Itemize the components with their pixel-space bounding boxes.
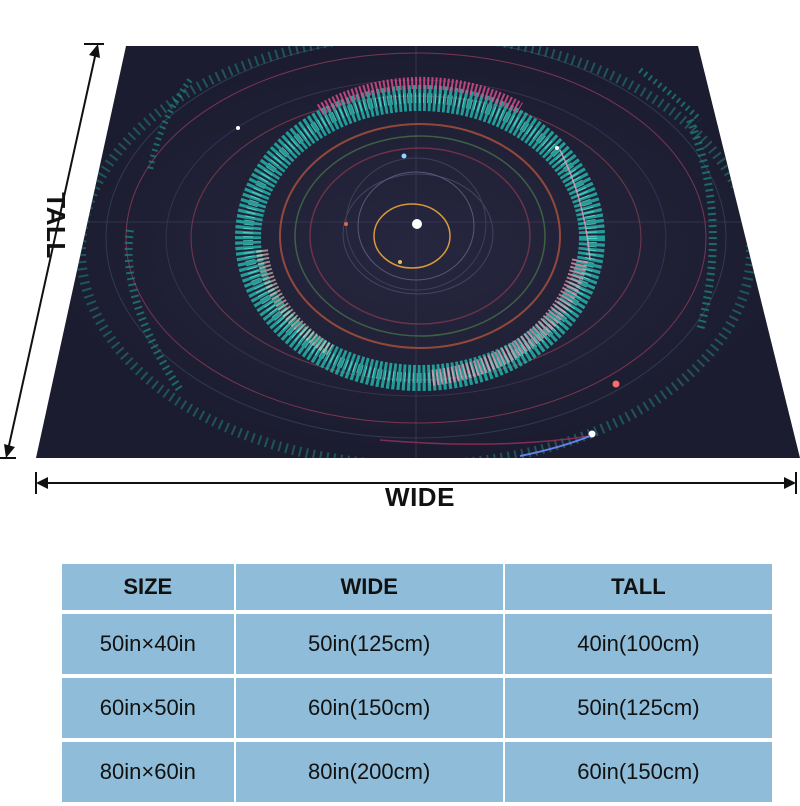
cell-tall: 40in(100cm) xyxy=(504,614,772,674)
wide-dimension-arrow xyxy=(35,472,797,494)
tall-label: TALL xyxy=(40,192,71,259)
cell-tall: 60in(150cm) xyxy=(504,742,772,802)
cell-wide: 50in(125cm) xyxy=(235,614,503,674)
sun-dot xyxy=(412,219,422,229)
table-row: 80in×60in 80in(200cm) 60in(150cm) xyxy=(62,742,772,802)
header-tall: TALL xyxy=(504,564,772,610)
table-row: 60in×50in 60in(150cm) 50in(125cm) xyxy=(62,678,772,738)
cell-size: 60in×50in xyxy=(62,678,234,738)
table-row: 50in×40in 50in(125cm) 40in(100cm) xyxy=(62,614,772,674)
wide-label: WIDE xyxy=(385,482,455,512)
header-wide: WIDE xyxy=(235,564,503,610)
cell-size: 80in×60in xyxy=(62,742,234,802)
blanket-illustration xyxy=(0,43,800,494)
cell-size: 50in×40in xyxy=(62,614,234,674)
cell-wide: 60in(150cm) xyxy=(235,678,503,738)
header-size: SIZE xyxy=(62,564,234,610)
table-header-row: SIZE WIDE TALL xyxy=(62,564,772,610)
blanket-shape xyxy=(36,46,800,458)
product-area: WIDE TALL xyxy=(0,43,800,512)
cell-tall: 50in(125cm) xyxy=(504,678,772,738)
size-table: SIZE WIDE TALL 50in×40in 50in(125cm) 40i… xyxy=(60,560,774,806)
tall-dimension-arrow xyxy=(0,43,104,459)
cell-wide: 80in(200cm) xyxy=(235,742,503,802)
